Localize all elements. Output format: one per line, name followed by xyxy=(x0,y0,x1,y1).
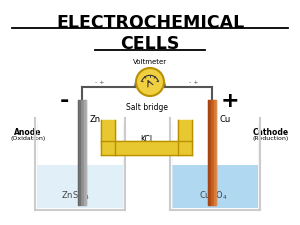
Text: Cathode: Cathode xyxy=(253,128,289,137)
Text: (Oxidation): (Oxidation) xyxy=(11,136,46,141)
Text: KCL: KCL xyxy=(140,135,154,144)
Text: Anode: Anode xyxy=(14,128,42,137)
Text: ZnSO$_4$: ZnSO$_4$ xyxy=(61,190,89,202)
Text: (Reduction): (Reduction) xyxy=(253,136,289,141)
Text: - +: - + xyxy=(95,80,105,85)
Text: Voltmeter: Voltmeter xyxy=(133,59,167,65)
Text: Salt bridge: Salt bridge xyxy=(126,104,168,112)
Bar xyxy=(37,165,123,208)
Text: CELLS: CELLS xyxy=(120,35,180,53)
Text: +: + xyxy=(221,91,239,111)
Text: CuSO$_4$: CuSO$_4$ xyxy=(199,190,227,202)
Text: - +: - + xyxy=(189,80,199,85)
Text: Zn: Zn xyxy=(90,115,101,124)
Text: Cu: Cu xyxy=(219,115,230,124)
Text: -: - xyxy=(59,91,69,111)
Bar xyxy=(172,165,258,208)
Circle shape xyxy=(136,68,164,96)
Text: ELECTROCHEMICAL: ELECTROCHEMICAL xyxy=(56,14,244,32)
